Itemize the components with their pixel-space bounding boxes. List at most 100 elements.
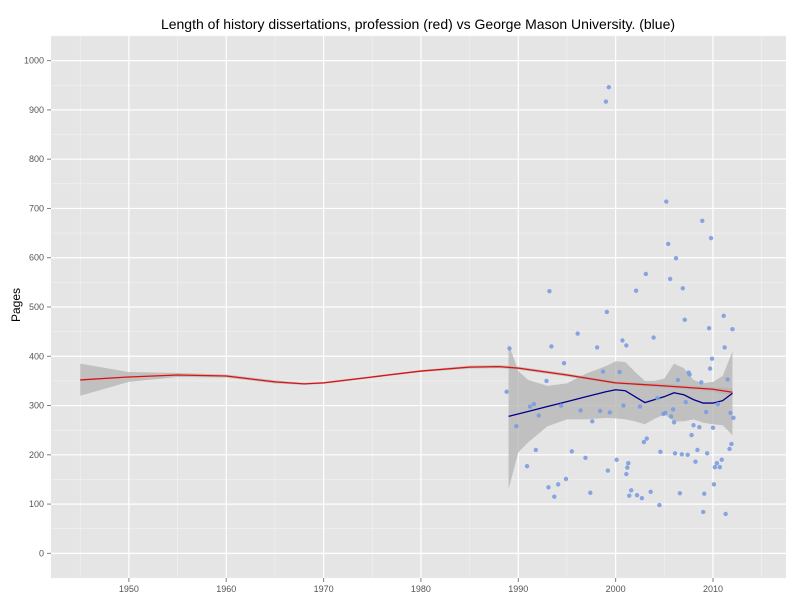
- data-point: [605, 468, 611, 473]
- smooth-line: [508, 389, 733, 418]
- data-point: [590, 419, 595, 424]
- data-point: [621, 403, 626, 408]
- y-tick-label: 0: [39, 548, 44, 558]
- y-tick-label: 200: [29, 450, 44, 460]
- data-point: [504, 389, 509, 394]
- y-axis-title: Pages: [9, 288, 23, 322]
- y-tick-label: 600: [29, 253, 44, 263]
- y-tick-label: 300: [29, 401, 44, 411]
- data-point: [563, 476, 569, 482]
- data-point: [639, 495, 645, 501]
- data-point: [633, 288, 639, 293]
- smooth-lines: [80, 365, 733, 418]
- data-point: [700, 218, 705, 223]
- data-point: [507, 346, 512, 351]
- data-point: [693, 459, 698, 464]
- data-point: [702, 491, 707, 496]
- data-point: [709, 356, 715, 361]
- y-tick-label: 500: [29, 302, 44, 312]
- data-point: [685, 452, 690, 458]
- data-point: [675, 377, 681, 383]
- data-point: [695, 447, 700, 453]
- data-point: [689, 432, 694, 438]
- data-point: [731, 415, 736, 421]
- data-point: [641, 439, 647, 445]
- data-point: [604, 309, 610, 315]
- data-point: [651, 335, 656, 340]
- data-point: [722, 345, 727, 350]
- data-point: [691, 423, 696, 428]
- data-point: [666, 241, 671, 247]
- data-point: [723, 511, 728, 517]
- data-point: [607, 410, 612, 415]
- data-point: [717, 464, 723, 470]
- data-point: [701, 509, 706, 515]
- data-point: [707, 366, 713, 371]
- data-point: [655, 395, 660, 401]
- data-point: [555, 482, 561, 487]
- data-point: [711, 482, 717, 487]
- grid-lines: [51, 35, 786, 579]
- x-tick-label: 1980: [411, 584, 431, 594]
- data-point: [594, 345, 600, 350]
- data-point: [673, 256, 679, 261]
- x-tick-label: 1970: [314, 584, 334, 594]
- data-point: [703, 409, 709, 415]
- data-point: [679, 452, 685, 457]
- data-point: [682, 317, 687, 323]
- data-point: [629, 488, 634, 493]
- data-point: [603, 99, 609, 104]
- y-tick-label: 800: [29, 154, 44, 164]
- data-point: [672, 451, 678, 456]
- data-point: [697, 425, 702, 430]
- data-point: [728, 410, 733, 416]
- data-point: [715, 401, 721, 407]
- x-tick-label: 2010: [703, 584, 723, 594]
- data-point: [558, 403, 564, 408]
- axis-ticks: 1950 1960 1970 1980 1990 2000 2010 0 100 200 300 40…: [24, 56, 723, 594]
- data-point: [667, 276, 673, 282]
- data-point: [664, 199, 669, 204]
- data-point: [671, 420, 677, 425]
- data-point: [533, 447, 539, 453]
- data-point: [687, 372, 692, 377]
- data-point: [620, 338, 625, 343]
- data-point: [606, 85, 612, 90]
- data-point: [712, 464, 718, 470]
- y-tick-label: 900: [29, 105, 44, 115]
- data-point: [683, 399, 688, 405]
- data-point: [544, 378, 549, 384]
- data-point: [625, 465, 630, 470]
- data-point: [657, 502, 662, 508]
- data-point: [569, 449, 575, 454]
- y-tick-label: 1000: [24, 56, 44, 66]
- data-point: [644, 436, 649, 441]
- x-tick-label: 1950: [119, 584, 139, 594]
- data-point: [643, 271, 649, 277]
- data-point: [727, 446, 732, 452]
- data-point: [536, 413, 541, 418]
- data-point: [531, 401, 537, 407]
- data-point: [725, 377, 730, 382]
- data-point: [524, 463, 530, 469]
- y-tick-label: 400: [29, 351, 44, 361]
- data-point: [721, 313, 726, 319]
- data-point: [546, 485, 551, 490]
- chart-title: Length of history dissertations, profess…: [161, 16, 675, 32]
- y-tick-label: 100: [29, 499, 44, 509]
- data-point: [714, 460, 720, 466]
- y-tick-label: 700: [29, 203, 44, 213]
- data-point: [597, 408, 603, 414]
- smooth-line: [80, 365, 733, 393]
- data-point: [549, 344, 554, 349]
- data-point: [614, 457, 619, 462]
- data-point: [588, 490, 593, 495]
- data-point: [561, 360, 567, 366]
- data-point: [634, 493, 640, 498]
- x-tick-label: 1960: [216, 584, 236, 594]
- data-point: [648, 489, 653, 494]
- data-point: [704, 451, 710, 456]
- data-point: [719, 457, 724, 462]
